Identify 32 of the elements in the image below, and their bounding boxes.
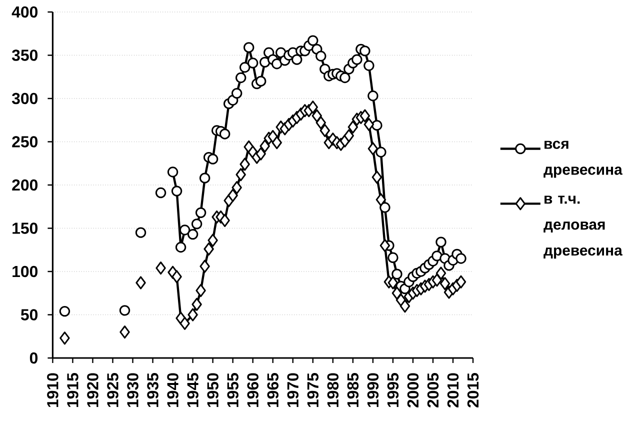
x-tick-label: 2010 <box>447 373 459 408</box>
x-tick-label: 2000 <box>407 373 419 408</box>
y-tick-label: 300 <box>12 92 38 104</box>
legend-label: в т.ч. деловая древесина <box>544 196 622 259</box>
x-tick-label: 1945 <box>187 372 198 407</box>
x-tick-label: 1910 <box>47 373 58 407</box>
x-tick-label: 1930 <box>127 373 138 407</box>
x-tick-label: 1990 <box>367 373 379 407</box>
y-tick-label: 350 <box>12 50 38 61</box>
x-tick-label: 1935 <box>147 372 158 407</box>
y-tick-label: 400 <box>12 6 38 18</box>
x-tick-label: 2015 <box>467 372 479 408</box>
x-tick-label: 2005 <box>427 372 439 408</box>
x-tick-label: 1965 <box>267 372 279 407</box>
x-tick-label: 1975 <box>307 372 319 407</box>
y-tick-label: 250 <box>12 136 38 148</box>
y-tick-label: 100 <box>12 266 38 278</box>
x-tick-label: 1925 <box>107 372 118 407</box>
x-tick-label: 1985 <box>347 372 359 407</box>
x-tick-label: 1980 <box>327 373 339 407</box>
y-tick-label: 200 <box>12 179 38 191</box>
y-tick-label: 0 <box>30 352 38 364</box>
x-tick-label: 1950 <box>207 373 218 407</box>
x-tick-label: 1955 <box>227 372 238 407</box>
x-tick-label: 1920 <box>87 373 98 407</box>
x-tick-label: 1970 <box>287 373 299 407</box>
x-tick-label: 1915 <box>67 372 78 407</box>
y-tick-label: 150 <box>12 222 38 234</box>
x-tick-label: 1960 <box>247 373 258 407</box>
x-tick-label: 1940 <box>167 373 178 407</box>
y-tick-label: 50 <box>20 309 38 320</box>
x-tick-label: 1995 <box>387 372 399 407</box>
